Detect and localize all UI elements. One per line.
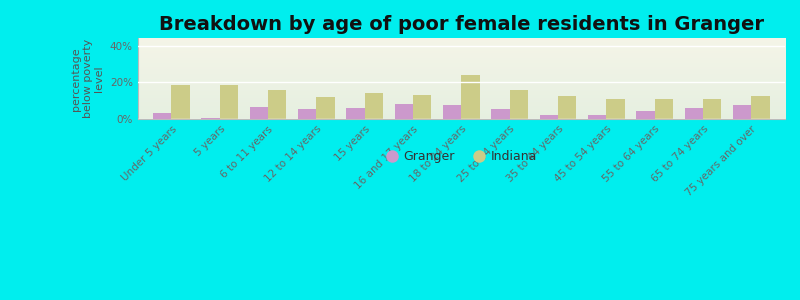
Bar [588, 116, 606, 119]
Bar [539, 116, 558, 119]
Bar [703, 99, 722, 119]
Bar [636, 111, 654, 119]
Bar [606, 99, 625, 119]
Bar [346, 108, 365, 119]
Bar [413, 95, 431, 119]
Y-axis label: percentage
below poverty
level: percentage below poverty level [71, 39, 104, 118]
Bar [558, 96, 576, 119]
Bar [491, 109, 510, 119]
Bar [202, 118, 220, 119]
Bar [751, 96, 770, 119]
Bar [365, 92, 383, 119]
Bar [394, 103, 413, 119]
Bar [510, 90, 528, 119]
Bar [220, 85, 238, 119]
Bar [443, 105, 462, 119]
Bar [462, 75, 480, 119]
Title: Breakdown by age of poor female residents in Granger: Breakdown by age of poor female resident… [159, 15, 764, 34]
Legend: Granger, Indiana: Granger, Indiana [381, 145, 542, 168]
Bar [316, 97, 334, 119]
Bar [298, 109, 316, 119]
Bar [685, 108, 703, 119]
Bar [654, 99, 673, 119]
Bar [171, 85, 190, 119]
Bar [250, 107, 268, 119]
Bar [733, 105, 751, 119]
Bar [153, 113, 171, 119]
Bar [268, 90, 286, 119]
